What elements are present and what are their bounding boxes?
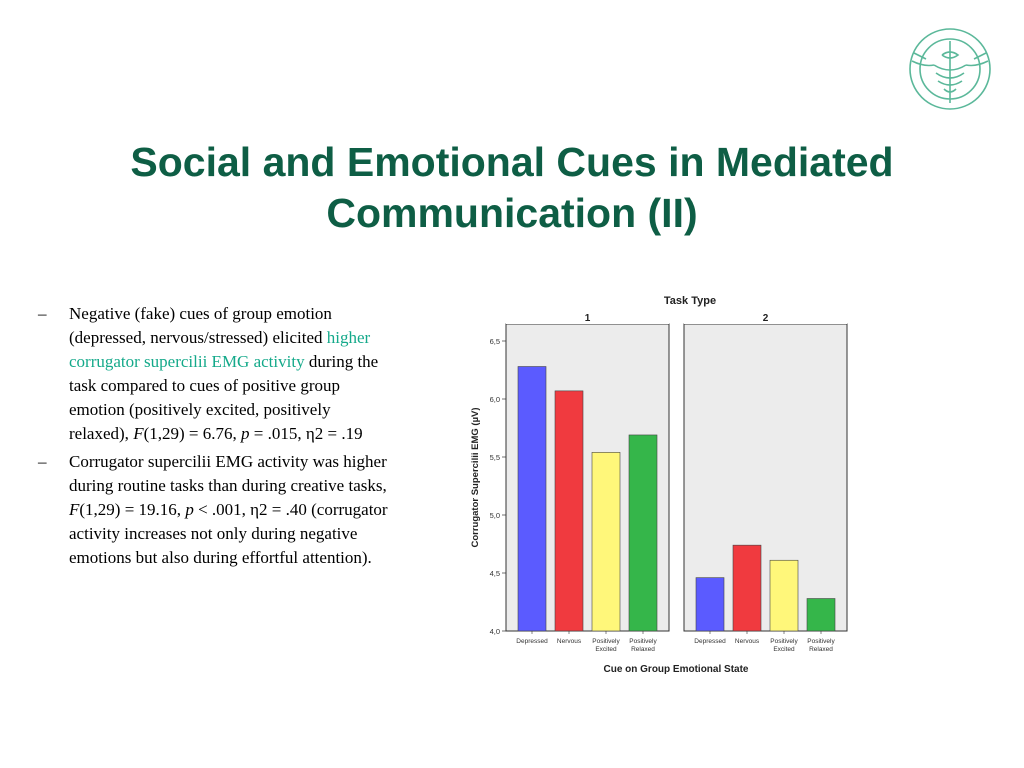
bullet-text: (1,29) = 19.16, — [79, 500, 186, 519]
chart-title: Task Type — [664, 295, 716, 307]
x-tick-label: Nervous — [735, 638, 760, 645]
stat-symbol-f: F — [133, 424, 144, 443]
bullet-item: – Negative (fake) cues of group emotion … — [34, 302, 394, 446]
x-tick-label: Excited — [595, 646, 617, 653]
panel-label: 2 — [763, 313, 769, 324]
bar — [591, 452, 621, 632]
x-tick-label: Positively — [807, 638, 835, 645]
university-seal-icon — [909, 28, 991, 110]
panel-label: 1 — [585, 313, 591, 324]
stat-symbol-p: p — [241, 424, 250, 443]
bar — [554, 390, 584, 632]
bullet-text: (1,29) = 6.76, — [143, 424, 241, 443]
bullet-text: during the task compared to cues of posi… — [69, 352, 379, 443]
bullet-dash: – — [38, 304, 47, 323]
bar — [806, 598, 836, 632]
bullet-text: Negative (fake) cues of group emotion (d… — [69, 304, 332, 347]
y-tick-label: 4,0 — [490, 627, 500, 636]
panel-header — [684, 310, 847, 324]
x-tick-label: Depressed — [516, 638, 548, 645]
bullet-text: = .015, η2 = .19 — [249, 424, 363, 443]
bullet-list: – Negative (fake) cues of group emotion … — [34, 302, 394, 574]
x-tick-label: Relaxed — [631, 646, 655, 653]
bullet-dash: – — [38, 452, 47, 471]
y-tick-label: 5,5 — [490, 453, 500, 462]
bullet-text: < .001, η2 = .40 (corrugator activity in… — [69, 500, 388, 567]
highlighted-text: higher corrugator supercilii EMG activit… — [69, 328, 371, 371]
bullet-item: – Corrugator supercilii EMG activity was… — [34, 450, 394, 570]
y-tick-label: 6,5 — [490, 337, 500, 346]
y-tick-label: 5,0 — [490, 511, 500, 520]
x-tick-label: Positively — [770, 638, 798, 645]
bar — [732, 544, 762, 632]
bar — [517, 366, 547, 632]
bar — [695, 577, 725, 632]
x-axis-label: Cue on Group Emotional State — [603, 664, 748, 675]
x-tick-label: Positively — [629, 638, 657, 645]
slide-title: Social and Emotional Cues in Mediated Co… — [130, 139, 894, 236]
x-tick-label: Nervous — [557, 638, 582, 645]
y-axis-label: Corrugator Supercilii EMG (µV) — [470, 407, 481, 547]
x-tick-label: Depressed — [694, 638, 726, 645]
bullet-text: Corrugator supercilii EMG activity was h… — [69, 452, 387, 495]
stat-symbol-f: F — [69, 500, 80, 519]
y-tick-label: 6,0 — [490, 395, 500, 404]
x-tick-label: Positively — [592, 638, 620, 645]
x-tick-label: Excited — [773, 646, 795, 653]
bar — [769, 559, 799, 632]
bar — [628, 434, 658, 632]
stat-symbol-p: p — [185, 500, 194, 519]
x-tick-label: Relaxed — [809, 646, 833, 653]
y-tick-label: 4,5 — [490, 569, 500, 578]
panel-header — [506, 310, 669, 324]
